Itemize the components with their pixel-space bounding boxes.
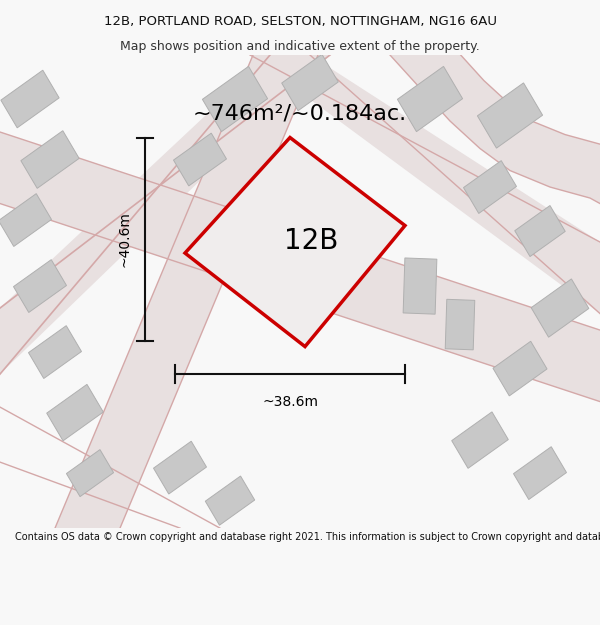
Polygon shape (21, 131, 79, 188)
Polygon shape (185, 138, 405, 347)
Text: ~746m²/~0.184ac.: ~746m²/~0.184ac. (193, 103, 407, 123)
Polygon shape (0, 55, 330, 374)
Polygon shape (390, 16, 600, 204)
Polygon shape (67, 449, 113, 497)
Polygon shape (1, 70, 59, 128)
Polygon shape (403, 258, 437, 314)
Text: 12B: 12B (284, 227, 338, 254)
Text: Map shows position and indicative extent of the property.: Map shows position and indicative extent… (120, 39, 480, 52)
Polygon shape (0, 194, 52, 246)
Polygon shape (154, 441, 206, 494)
Polygon shape (202, 66, 268, 132)
Polygon shape (493, 341, 547, 396)
Polygon shape (205, 476, 254, 525)
Polygon shape (515, 206, 565, 256)
Polygon shape (250, 55, 600, 314)
Polygon shape (397, 66, 463, 132)
Text: ~38.6m: ~38.6m (262, 394, 318, 409)
Polygon shape (445, 299, 475, 350)
Polygon shape (14, 259, 67, 312)
Polygon shape (55, 55, 318, 528)
Text: 12B, PORTLAND ROAD, SELSTON, NOTTINGHAM, NG16 6AU: 12B, PORTLAND ROAD, SELSTON, NOTTINGHAM,… (104, 16, 497, 28)
Polygon shape (29, 326, 82, 379)
Polygon shape (478, 83, 542, 148)
Text: Contains OS data © Crown copyright and database right 2021. This information is : Contains OS data © Crown copyright and d… (15, 532, 600, 542)
Polygon shape (514, 447, 566, 499)
Polygon shape (452, 412, 508, 468)
Polygon shape (282, 54, 338, 111)
Polygon shape (531, 279, 589, 338)
Text: ~40.6m: ~40.6m (118, 211, 132, 268)
Polygon shape (47, 384, 103, 441)
Polygon shape (464, 161, 517, 213)
Polygon shape (173, 133, 226, 186)
Polygon shape (0, 132, 600, 402)
